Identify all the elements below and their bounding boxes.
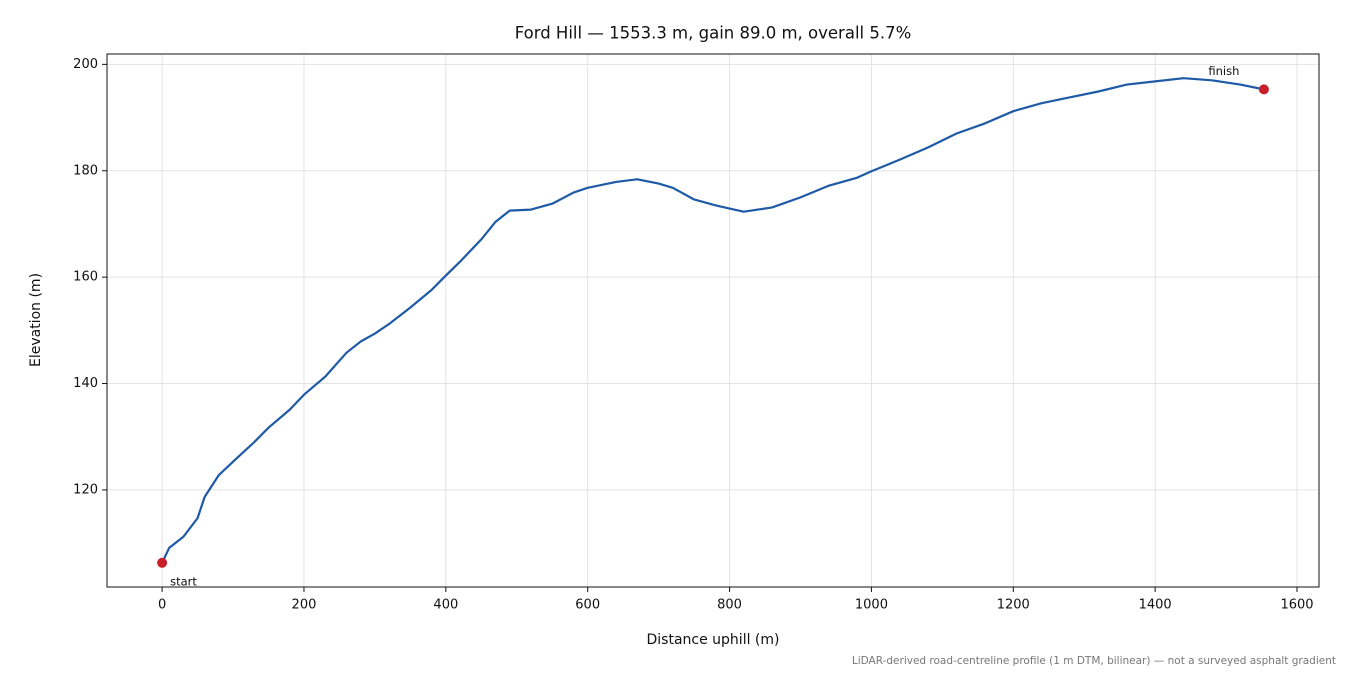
footnote: LiDAR-derived road-centreline profile (1…: [852, 655, 1336, 667]
y-tick-label: 180: [73, 163, 98, 178]
y-tick-label: 160: [73, 270, 98, 285]
x-tick-label: 800: [717, 598, 742, 613]
y-tick-label: 120: [73, 482, 98, 497]
x-tick-label: 400: [433, 598, 458, 613]
chart-title: Ford Hill — 1553.3 m, gain 89.0 m, overa…: [515, 24, 912, 43]
endpoint-label: start: [170, 574, 197, 588]
x-tick-label: 1400: [1139, 598, 1172, 613]
x-tick-label: 600: [575, 598, 600, 613]
x-tick-label: 1200: [997, 598, 1030, 613]
x-tick-label: 0: [158, 598, 166, 613]
endpoint-label: finish: [1208, 64, 1239, 78]
elevation-line: [161, 77, 1265, 564]
endpoint-marker: [1258, 84, 1269, 95]
y-tick-label: 140: [73, 376, 98, 391]
y-axis-label: Elevation (m): [28, 273, 44, 367]
y-tick-label: 200: [73, 57, 98, 72]
plot-frame: [106, 53, 1320, 588]
x-tick-label: 200: [292, 598, 317, 613]
x-axis-label: Distance uphill (m): [647, 632, 780, 648]
x-tick-label: 1600: [1280, 598, 1313, 613]
endpoint-marker: [157, 557, 168, 568]
x-tick-label: 1000: [855, 598, 888, 613]
